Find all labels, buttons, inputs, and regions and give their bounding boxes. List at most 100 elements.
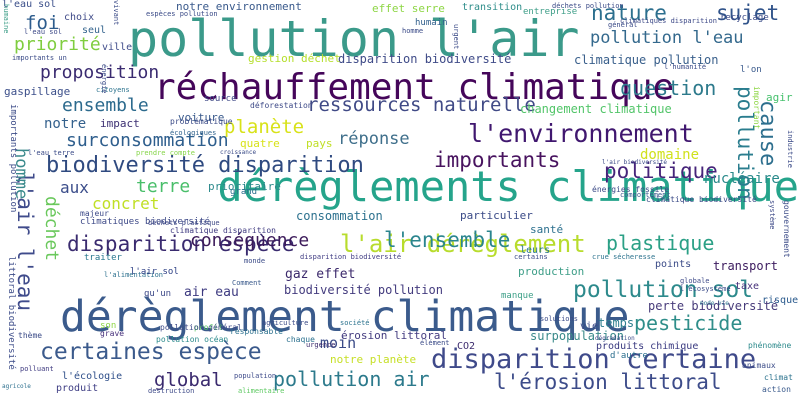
word-57: notre planète (330, 353, 417, 366)
word-31: l'air l'eau (13, 172, 37, 312)
word-55: production (518, 265, 585, 278)
word-9: l'environnement (468, 119, 694, 148)
word-14: pollution l'eau (590, 28, 744, 48)
word-29: réponse (338, 129, 410, 149)
word-113: produits chimique (596, 341, 699, 352)
word-53: perte biodiversité (648, 299, 779, 313)
word-83: source (204, 94, 237, 104)
word-11: l'érosion littoral (494, 370, 722, 394)
word-94: thème (18, 331, 43, 340)
word-158: l'humanité (664, 63, 707, 71)
word-116: mode vie (700, 300, 729, 307)
word-75: risque (762, 295, 799, 306)
word-159: monde (244, 257, 266, 265)
word-27: priorité (14, 34, 101, 55)
word-54: surpopulation (530, 329, 624, 343)
word-1: dérèglements climatique (217, 162, 799, 211)
word-28: ensemble (62, 95, 149, 116)
word-60: impact (100, 117, 140, 130)
word-89: population (234, 372, 277, 380)
word-85: son (100, 321, 117, 331)
word-26: pesticide (634, 311, 743, 335)
word-34: pollution (733, 86, 757, 200)
word-77: leurs (520, 245, 551, 256)
word-134: entreprise (523, 7, 578, 17)
word-154: homme (402, 27, 424, 35)
word-45: climatique pollution (574, 53, 719, 67)
word-10: ressources naturelle (307, 94, 536, 116)
word-150: système (768, 200, 776, 230)
word-72: produit (56, 383, 99, 394)
word-71: l'écologie (62, 371, 123, 382)
word-151: énergie (100, 64, 108, 94)
word-70: CO2 (457, 341, 476, 352)
word-122: destruction (148, 387, 195, 395)
word-59: particulier (460, 209, 533, 222)
word-51: gaz effet (285, 267, 356, 282)
word-139: importants un (12, 54, 67, 62)
word-17: nature (591, 1, 667, 25)
word-124: solutions (540, 315, 578, 323)
word-153: urgent (452, 24, 460, 50)
word-84: traiter (84, 253, 122, 263)
word-135: effet serre (372, 2, 445, 15)
word-141: l'eau sol (24, 28, 62, 36)
word-147: important (752, 86, 761, 130)
word-109: climatiques biodiversité (80, 217, 211, 227)
word-76: agricole (2, 383, 31, 390)
word-32: déchet (41, 196, 62, 262)
word-82: l'eau sol (2, 0, 57, 10)
word-97: chaque (286, 335, 315, 344)
word-90: climat (764, 373, 793, 382)
word-112: disparition biodiversité (300, 253, 402, 261)
word-63: pays (306, 137, 333, 150)
word-19: surconsommation (66, 130, 229, 151)
word-64: prioritaire (208, 180, 281, 193)
word-138: gestion déchet (248, 52, 341, 65)
word-143: littoral biodiversité (6, 256, 16, 370)
word-99: pollution général (160, 323, 242, 332)
word-30: global (154, 369, 223, 391)
word-49: temps (598, 316, 635, 330)
word-91: action (762, 385, 791, 394)
word-117: globale (680, 277, 710, 285)
word-98: pollution océan (156, 335, 229, 344)
word-0: pollution l'air (128, 10, 580, 68)
word-88: polluant (20, 365, 54, 373)
word-74: taxe (735, 281, 760, 292)
word-52: air eau (184, 285, 239, 300)
word-125: société (340, 319, 370, 327)
word-131: climatiques disparition (620, 17, 717, 25)
word-7: certaines espèce (40, 339, 262, 365)
word-33: homme (11, 148, 31, 200)
word-95: responsable (230, 327, 283, 336)
word-115: dégradation (595, 335, 635, 342)
word-105: énergies fossile (592, 185, 670, 194)
word-13: pollution air (273, 367, 430, 391)
word-149: industrie (786, 130, 794, 168)
word-107: majeur (80, 209, 109, 218)
word-132: général (608, 21, 638, 29)
word-12: pollution sol (573, 277, 754, 303)
word-58: santé (530, 223, 564, 236)
word-21: l'ensemble (384, 228, 511, 252)
word-81: transition (462, 2, 523, 13)
word-78: points (655, 259, 692, 270)
word-152: vivant (112, 0, 120, 26)
word-24: proposition (40, 62, 160, 83)
word-68: seul (82, 25, 107, 36)
word-18: sujet (716, 1, 780, 25)
word-92: animaux (742, 361, 776, 370)
word-93: grave (100, 329, 125, 338)
word-119: phénomène (748, 341, 792, 350)
word-5: disparition certaine (431, 344, 757, 375)
word-106: comportement (620, 191, 671, 199)
word-56: érosion littoral (341, 329, 447, 342)
word-136: notre environnement (176, 0, 302, 13)
word-20: conséquence (190, 230, 310, 251)
word-100: déforestation (250, 101, 313, 110)
word-126: l'alimentation (104, 271, 164, 279)
word-2: dérèglement climatique (60, 292, 630, 342)
word-111: climatique biodiversité (646, 195, 757, 204)
